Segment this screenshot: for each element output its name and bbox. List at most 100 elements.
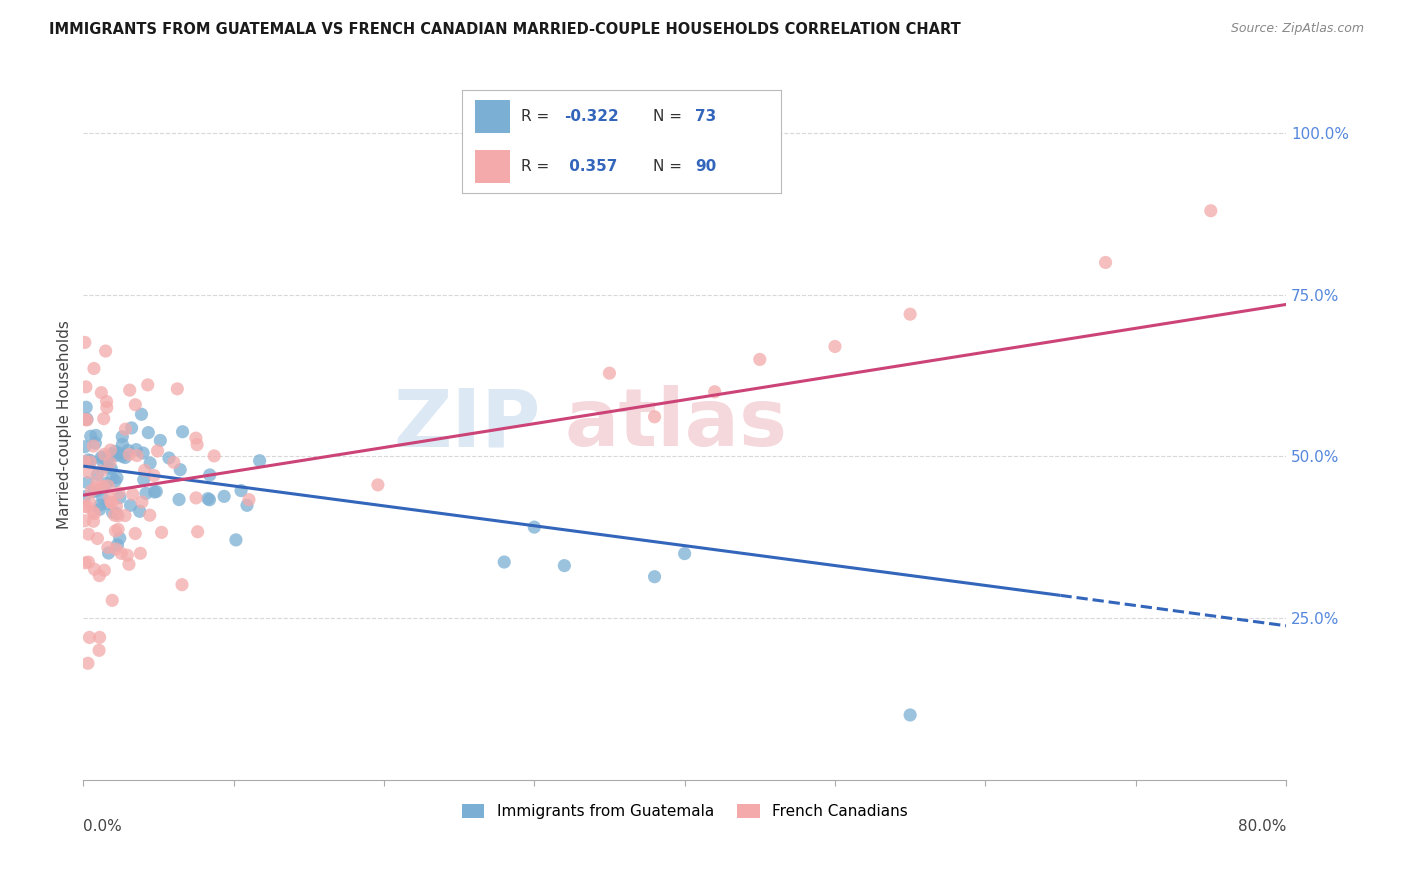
Point: [101, 505, 124, 519]
Point: [170, 577, 193, 591]
Point: [107, 508, 129, 523]
Point: [91, 454, 114, 468]
Point: [96, 476, 118, 491]
Point: [91, 450, 114, 464]
Point: [898, 307, 921, 321]
Point: [84, 481, 107, 495]
Point: [76, 413, 98, 427]
Point: [77, 527, 100, 541]
Point: [75, 380, 97, 394]
Point: [553, 558, 575, 573]
Point: [103, 508, 125, 523]
Point: [76, 412, 98, 426]
Point: [110, 546, 132, 560]
Point: [114, 422, 136, 436]
Point: [97, 497, 120, 511]
Text: ZIP: ZIP: [394, 385, 540, 463]
Point: [73, 440, 96, 454]
Point: [198, 492, 221, 507]
Point: [96, 394, 118, 409]
Point: [111, 430, 134, 444]
Point: [143, 485, 166, 500]
Point: [79, 455, 101, 469]
Point: [124, 398, 146, 412]
Point: [75, 556, 97, 570]
Point: [89, 568, 111, 582]
Point: [598, 366, 620, 380]
Point: [96, 460, 118, 475]
Point: [89, 502, 111, 516]
Point: [91, 479, 114, 493]
Point: [86, 475, 108, 489]
Point: [98, 491, 121, 505]
Point: [139, 508, 162, 523]
Point: [121, 421, 143, 435]
Point: [77, 466, 100, 480]
Point: [121, 487, 143, 501]
Point: [132, 473, 155, 487]
Point: [898, 708, 921, 723]
Point: [104, 449, 127, 463]
Point: [136, 425, 159, 440]
Point: [114, 450, 136, 465]
Point: [202, 449, 225, 463]
Point: [118, 558, 141, 572]
Point: [186, 437, 208, 451]
Point: [101, 471, 124, 485]
Text: atlas: atlas: [564, 385, 787, 463]
Point: [83, 562, 105, 576]
Point: [97, 479, 120, 493]
Point: [82, 439, 104, 453]
Point: [93, 411, 115, 425]
Text: Source: ZipAtlas.com: Source: ZipAtlas.com: [1230, 22, 1364, 36]
Point: [129, 546, 152, 560]
Point: [107, 538, 129, 552]
Point: [73, 490, 96, 504]
Point: [494, 555, 516, 569]
Point: [703, 384, 725, 399]
Point: [134, 463, 156, 477]
Point: [82, 505, 104, 519]
Point: [84, 436, 107, 450]
Point: [79, 495, 101, 509]
Point: [76, 475, 98, 490]
Point: [197, 491, 219, 506]
Point: [111, 450, 134, 464]
Point: [249, 453, 271, 467]
Point: [118, 383, 141, 397]
Point: [172, 425, 194, 439]
Point: [229, 483, 252, 498]
Point: [131, 495, 153, 509]
Point: [157, 450, 180, 465]
Point: [77, 657, 100, 671]
Point: [83, 361, 105, 376]
Point: [79, 631, 101, 645]
Point: [184, 491, 207, 505]
Point: [73, 514, 96, 528]
Point: [76, 500, 98, 514]
Point: [644, 570, 666, 584]
Point: [143, 468, 166, 483]
Point: [167, 492, 190, 507]
Point: [89, 631, 111, 645]
Point: [166, 382, 188, 396]
Point: [83, 484, 105, 499]
Point: [90, 450, 112, 465]
Point: [77, 555, 100, 569]
Point: [236, 499, 259, 513]
Point: [104, 524, 127, 538]
Point: [149, 434, 172, 448]
Point: [117, 443, 139, 458]
Point: [89, 498, 111, 512]
Point: [84, 428, 107, 442]
Point: [91, 491, 114, 505]
Point: [145, 484, 167, 499]
Point: [97, 454, 120, 468]
Point: [96, 401, 118, 415]
Point: [644, 409, 666, 424]
Legend: Immigrants from Guatemala, French Canadians: Immigrants from Guatemala, French Canadi…: [456, 798, 914, 825]
Point: [80, 454, 103, 468]
Point: [163, 455, 186, 469]
Point: [824, 339, 846, 353]
Point: [198, 467, 221, 482]
